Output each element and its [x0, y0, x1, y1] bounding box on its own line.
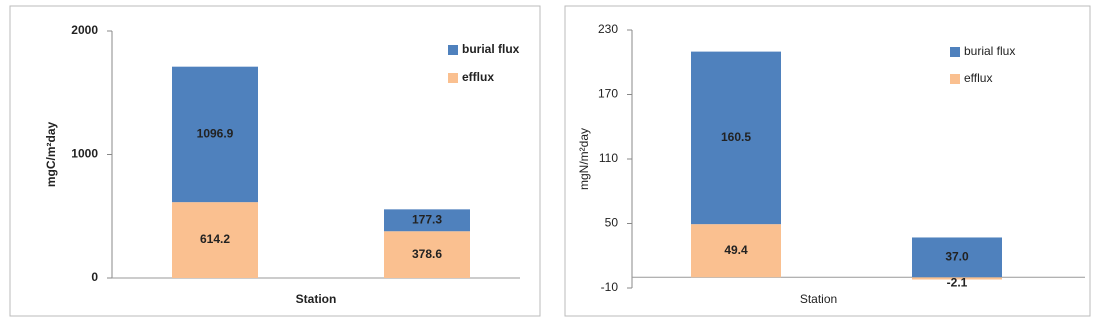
- legend-swatch: [448, 45, 458, 55]
- bar: [384, 209, 470, 232]
- bar: [691, 224, 781, 278]
- x-axis-label: Station: [296, 292, 337, 306]
- data-label: 1096.9: [197, 127, 234, 141]
- chart-frame: [564, 5, 1091, 317]
- y-axis-label: mgC/m²day: [44, 122, 58, 188]
- bar: [172, 66, 258, 203]
- bar: [912, 237, 1002, 278]
- y-tick-label: -10: [601, 280, 619, 294]
- x-axis-label: Station: [800, 292, 837, 306]
- bar: [691, 51, 781, 225]
- data-label: 378.6: [412, 247, 442, 261]
- data-label: 49.4: [724, 243, 748, 257]
- legend-label: efflux: [964, 71, 992, 85]
- legend-label: burial flux: [462, 42, 520, 56]
- bar: [912, 277, 1002, 280]
- y-tick-label: 0: [91, 270, 98, 284]
- legend-label: burial flux: [964, 44, 1015, 58]
- legend-swatch: [950, 74, 960, 84]
- data-label: 37.0: [945, 250, 969, 264]
- y-tick-label: 50: [605, 216, 619, 230]
- data-label: -2.1: [947, 276, 968, 290]
- legend-swatch: [448, 73, 458, 83]
- bar: [384, 231, 470, 278]
- legend-swatch: [950, 47, 960, 57]
- y-tick-label: 170: [598, 87, 618, 101]
- y-tick-label: 230: [598, 22, 618, 36]
- data-label: 177.3: [412, 212, 442, 226]
- data-label: 614.2: [200, 232, 230, 246]
- y-axis-label: mgN/m²day: [577, 128, 591, 190]
- y-tick-label: 2000: [71, 23, 98, 37]
- y-tick-label: 110: [599, 151, 618, 165]
- bar: [172, 202, 258, 278]
- legend-label: efflux: [462, 70, 494, 84]
- data-label: 160.5: [721, 130, 751, 144]
- y-tick-label: 1000: [71, 147, 98, 161]
